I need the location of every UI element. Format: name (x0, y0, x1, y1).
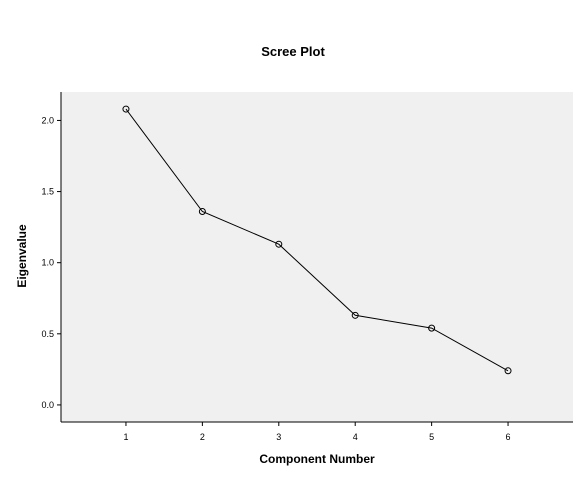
data-point-component-3 (275, 240, 283, 248)
y-tick-label: 1.0 (41, 258, 54, 268)
plot-area (61, 92, 573, 422)
series-line-eigenvalue (125, 108, 509, 372)
y-tick-label: 0.5 (41, 329, 54, 339)
chart-title: Scree Plot (261, 44, 325, 59)
y-tick-label: 0.0 (41, 400, 54, 410)
x-tick-label: 3 (276, 432, 281, 442)
data-point-component-6 (504, 367, 512, 375)
y-tick-label: 1.5 (41, 187, 54, 197)
x-axis-title: Component Number (259, 452, 375, 466)
y-axis-title: Eigenvalue (15, 224, 29, 288)
data-point-component-1 (122, 105, 130, 113)
data-point-component-2 (198, 207, 206, 215)
y-tick-label: 2.0 (41, 115, 54, 125)
data-point-component-5 (428, 324, 436, 332)
x-tick-label: 6 (506, 432, 511, 442)
x-tick-label: 5 (429, 432, 434, 442)
x-tick-label: 1 (123, 432, 128, 442)
x-tick-label: 4 (353, 432, 358, 442)
data-point-component-4 (351, 311, 359, 319)
x-tick-label: 2 (200, 432, 205, 442)
